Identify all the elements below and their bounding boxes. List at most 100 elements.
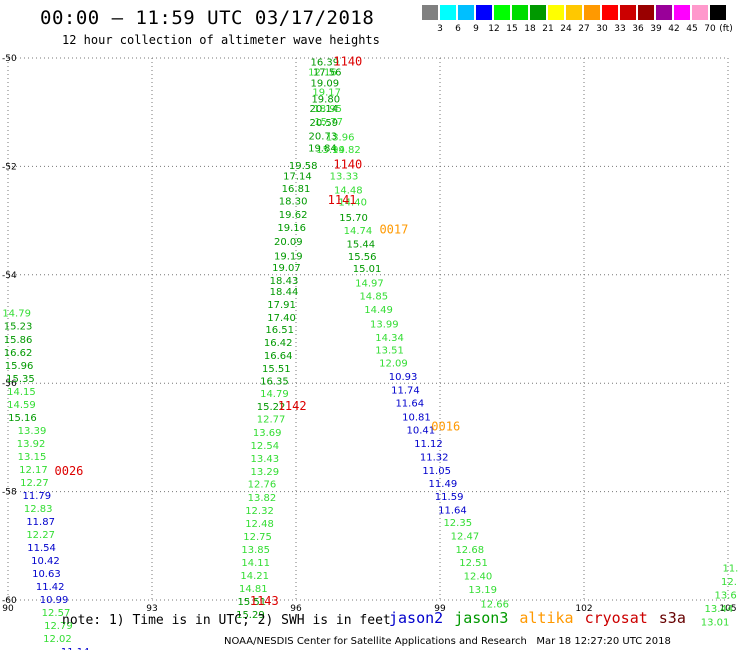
color-scale-tick: 39 xyxy=(650,24,662,34)
swh-value: 13.51 xyxy=(375,346,404,357)
swh-value: 18.43 xyxy=(270,276,299,287)
swh-value: 10.81 xyxy=(402,412,431,423)
swh-value: 17.56 xyxy=(313,68,342,79)
color-scale-tick: 12 xyxy=(488,24,500,34)
swh-value: 18.44 xyxy=(270,287,299,298)
swh-value: 19.84 xyxy=(308,143,337,154)
swh-value: 11.59 xyxy=(435,492,464,503)
track-time-label: 0026 xyxy=(55,464,84,478)
swh-value: 15.51 xyxy=(262,364,291,375)
swh-value: 17.40 xyxy=(267,313,296,324)
swh-value: 12.17 xyxy=(19,465,48,476)
swh-value: 13.92 xyxy=(17,439,46,450)
swh-value: 14.79 xyxy=(260,389,289,400)
track-time-label: 0017 xyxy=(379,223,408,237)
swh-value: 13.44 xyxy=(705,604,734,615)
swh-value: 15.86 xyxy=(4,335,33,346)
swh-value: 15.22 xyxy=(257,402,286,413)
swh-value: 15.01 xyxy=(353,264,382,275)
wave-height-labels: 16.3912.1617.5619.0919.1719.8018.9520.14… xyxy=(2,57,738,650)
swh-value: 15.16 xyxy=(8,413,37,424)
color-swatch xyxy=(692,5,708,20)
swh-value: 11.54 xyxy=(27,543,56,554)
swh-value: 16.81 xyxy=(282,184,311,195)
swh-value: 16.35 xyxy=(260,376,289,387)
track-time-label: 1141 xyxy=(328,193,357,207)
swh-value: 17.91 xyxy=(267,300,296,311)
swh-value: 16.64 xyxy=(264,351,293,362)
swh-value: 15.29 xyxy=(236,610,265,621)
x-tick-label: 102 xyxy=(575,604,592,614)
swh-value: 15.70 xyxy=(339,213,368,224)
swh-value: 14.15 xyxy=(7,387,36,398)
swh-value: 12.68 xyxy=(455,545,484,556)
swh-value: 12.27 xyxy=(20,478,49,489)
color-scale-tick: 33 xyxy=(614,24,626,34)
y-tick-label: -58 xyxy=(2,488,17,498)
swh-value: 20.59 xyxy=(310,118,339,129)
x-tick-label: 90 xyxy=(2,604,14,614)
swh-value: 19.16 xyxy=(277,223,306,234)
y-tick-label: -52 xyxy=(2,162,17,172)
swh-value: 12.75 xyxy=(243,532,272,543)
swh-value: 20.14 xyxy=(310,104,339,115)
swh-value: 10.99 xyxy=(40,595,69,606)
swh-value: 15.23 xyxy=(4,322,33,333)
color-swatch xyxy=(530,5,546,20)
legend-entry: jason3 xyxy=(454,609,509,627)
swh-value: 15.44 xyxy=(346,239,375,250)
grid-lines xyxy=(7,57,729,601)
color-swatch xyxy=(512,5,528,20)
color-scale-tick: 15 xyxy=(506,24,518,34)
swh-value: 12.02 xyxy=(43,634,72,645)
y-tick-label: -54 xyxy=(2,271,17,281)
swh-value: 14.21 xyxy=(240,571,269,582)
swh-value: 19.58 xyxy=(289,161,318,172)
swh-value: 14.40 xyxy=(338,198,367,209)
swh-value: 15.56 xyxy=(348,252,377,263)
swh-value: 10.93 xyxy=(389,372,418,383)
color-swatch xyxy=(656,5,672,20)
swh-value: 20.09 xyxy=(274,237,303,248)
swh-value: 14.79 xyxy=(2,309,31,320)
swh-value: 15.51 xyxy=(238,597,267,608)
track-time-label: 1142 xyxy=(278,399,307,413)
track-time-label: 1140 xyxy=(333,55,362,69)
color-scale-tick: 30 xyxy=(596,24,608,34)
swh-value: 12.79 xyxy=(44,621,73,632)
color-swatch xyxy=(548,5,564,20)
swh-value: 17.14 xyxy=(283,172,312,183)
swh-value: 12. xyxy=(721,577,737,588)
swh-value: 14.48 xyxy=(334,186,363,197)
color-swatch xyxy=(476,5,492,20)
swh-value: 12.54 xyxy=(250,441,279,452)
color-swatch xyxy=(422,5,438,20)
color-swatch xyxy=(458,5,474,20)
swh-value: 13.43 xyxy=(250,454,279,465)
swh-value: 13.96 xyxy=(326,133,355,144)
swh-value: 14.81 xyxy=(239,584,268,595)
swh-value: 12.40 xyxy=(464,572,493,583)
satellite-legend: jason2 jason3 altika cryosat s3a xyxy=(389,609,697,627)
color-scale-tick: 3 xyxy=(437,24,443,34)
swh-value: 16.42 xyxy=(264,338,293,349)
swh-value: 19.07 xyxy=(272,263,301,274)
color-scale-unit: (ft) xyxy=(719,24,733,34)
swh-value: 12.77 xyxy=(257,414,286,425)
color-swatch xyxy=(602,5,618,20)
swh-value: 14.11 xyxy=(241,558,270,569)
color-scale-tick: 9 xyxy=(473,24,479,34)
color-scale-tick: 24 xyxy=(560,24,572,34)
chart-title: 00:00 – 11:59 UTC 03/17/2018 xyxy=(40,7,375,29)
swh-value: 18.95 xyxy=(313,104,342,115)
swh-value: 12.66 xyxy=(480,599,509,610)
swh-value: 12.83 xyxy=(24,504,53,515)
footnote: note: 1) Time is in UTC; 2) SWH is in fe… xyxy=(62,613,391,628)
swh-value: 13.99 xyxy=(370,320,399,331)
swh-value: 16.51 xyxy=(265,325,294,336)
color-scale-tick: 45 xyxy=(686,24,698,34)
color-swatch xyxy=(440,5,456,20)
swh-value: 15.77 xyxy=(314,117,343,128)
y-tick-label: -60 xyxy=(2,596,17,606)
swh-value: 12.35 xyxy=(443,518,472,529)
